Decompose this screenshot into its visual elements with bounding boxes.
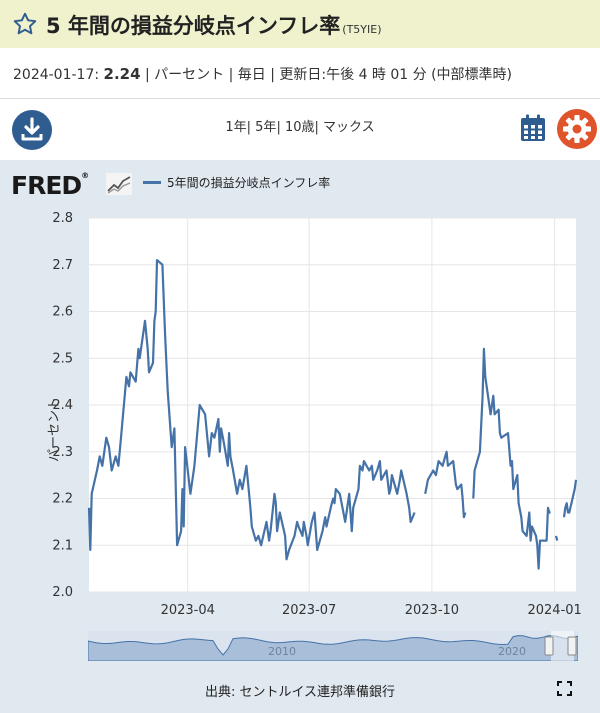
chart-legend: 5年間の損益分岐点インフレ率 — [143, 174, 330, 191]
legend-label: 5年間の損益分岐点インフレ率 — [167, 176, 331, 190]
x-tick-label: 2024-01 — [527, 603, 581, 618]
x-tick-label: 2023-10 — [405, 603, 459, 618]
page-title: 5 年間の損益分岐点インフレ率 (T5YIE) — [46, 10, 382, 40]
y-tick-label: 2.2 — [52, 492, 73, 507]
y-tick-label: 2.7 — [52, 258, 73, 273]
series-id: (T5YIE) — [342, 23, 382, 36]
range-10y[interactable]: 10歳 — [284, 120, 315, 135]
y-tick-label: 2.4 — [52, 398, 73, 413]
download-button[interactable] — [12, 110, 52, 150]
observation-meta: 2024-01-17: 2.24 | パーセント | 毎日 | 更新日:午後 4… — [13, 64, 512, 84]
navigator-handle[interactable] — [544, 636, 554, 656]
legend-swatch — [143, 181, 161, 184]
range-navigator[interactable]: 2010 2020 — [88, 631, 578, 661]
y-tick-label: 2.1 — [52, 538, 73, 553]
star-icon[interactable] — [12, 11, 38, 37]
y-tick-label: 2.5 — [52, 351, 73, 366]
observation-date: 2024-01-17: — [13, 67, 100, 83]
x-tick-label: 2023-07 — [282, 603, 336, 618]
fred-logo: FRED® — [11, 171, 89, 200]
navigator-tick-label: 2020 — [498, 645, 526, 658]
divider — [0, 98, 600, 99]
chart-plot: 2.0 2.1 2.2 2.3 2.4 2.5 2.6 2.7 2.8 2023-04 2023-0… — [52, 211, 582, 618]
navigator-tick-label: 2010 — [268, 645, 296, 658]
range-1y[interactable]: 1年 — [225, 120, 247, 135]
series-line — [87, 259, 578, 570]
gear-icon — [563, 115, 591, 143]
observation-details: | パーセント | 毎日 | 更新日:午後 4 時 01 分 (中部標準時) — [145, 67, 513, 83]
settings-button[interactable] — [557, 109, 597, 149]
range-5y[interactable]: 5年 — [255, 120, 277, 135]
range-max[interactable]: マックス — [323, 120, 375, 135]
fullscreen-icon[interactable] — [557, 681, 572, 696]
y-tick-label: 2.8 — [52, 211, 73, 226]
calendar-icon[interactable] — [520, 114, 546, 142]
fred-chart-icon — [106, 173, 132, 195]
series-title: 5 年間の損益分岐点インフレ率 — [46, 14, 341, 38]
navigator-series — [88, 635, 578, 661]
y-axis-label: パーセント — [47, 396, 63, 463]
navigator-handle[interactable] — [567, 636, 577, 656]
title-bar: 5 年間の損益分岐点インフレ率 (T5YIE) — [0, 0, 600, 48]
y-tick-label: 2.3 — [52, 445, 73, 460]
range-selector: 1年| 5年| 10歳| マックス — [225, 120, 375, 135]
observation-value: 2.24 — [103, 65, 141, 83]
download-icon — [21, 117, 43, 141]
y-tick-label: 2.0 — [52, 585, 73, 600]
source-credit: 出典: セントルイス連邦準備銀行 — [204, 685, 396, 700]
x-tick-label: 2023-04 — [161, 603, 215, 618]
y-tick-label: 2.6 — [52, 305, 73, 320]
